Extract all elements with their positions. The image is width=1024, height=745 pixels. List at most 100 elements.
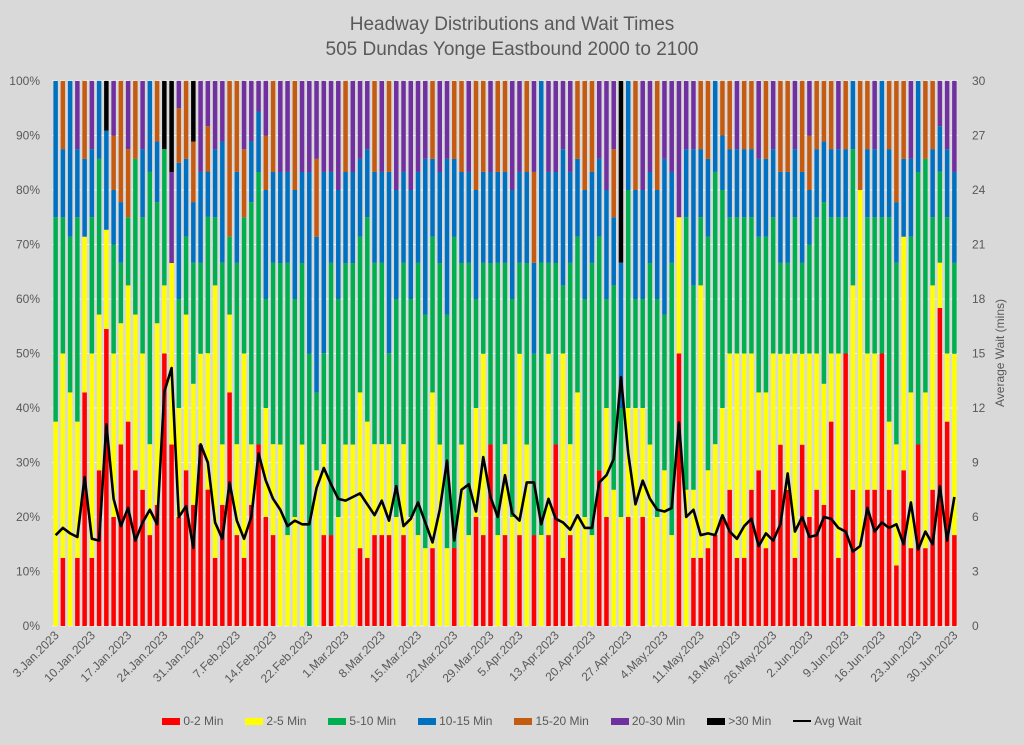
y-right-tick-label: 27 bbox=[972, 129, 986, 143]
bar-segment-15-20-min bbox=[459, 81, 464, 173]
bar-segment-10-15-min bbox=[683, 149, 689, 218]
bar-segment-0-2-min bbox=[749, 489, 754, 626]
bar-segment-20-30-min bbox=[691, 81, 696, 150]
bar-segment-0-2-min bbox=[923, 548, 928, 626]
bar-segment-5-10-min bbox=[495, 262, 500, 536]
bar-segment-20-30-min bbox=[241, 81, 247, 150]
bar-segment-5-10-min bbox=[357, 236, 363, 393]
bar-segment-10-15-min bbox=[299, 172, 305, 264]
bar-segment-10-15-min bbox=[517, 171, 522, 263]
bar-segment-10-15-min bbox=[372, 171, 377, 263]
bar-segment-0-2-min bbox=[379, 535, 385, 626]
bar-segment-2-5-min bbox=[415, 535, 421, 626]
bar-segment-2-5-min bbox=[278, 444, 283, 626]
bar-segment-0-2-min bbox=[640, 517, 645, 626]
bar-segment-5-10-min bbox=[386, 353, 392, 445]
y-left-tick-label: 90% bbox=[16, 129, 40, 143]
bar-segment-15-20-min bbox=[886, 81, 892, 150]
bar-segment-15-20-min bbox=[241, 149, 247, 218]
bar-segment-2-5-min bbox=[770, 353, 776, 490]
bar-segment-5-10-min bbox=[147, 171, 153, 445]
bar-segment-10-15-min bbox=[466, 171, 472, 263]
bar-segment-10-15-min bbox=[386, 171, 392, 354]
bar-segment-10-15-min bbox=[821, 141, 827, 203]
bar-segment-0-2-min bbox=[96, 470, 102, 626]
bar-segment-15-20-min bbox=[270, 81, 276, 172]
bar-segment-10-15-min bbox=[415, 171, 421, 263]
bar-segment-2-5-min bbox=[828, 353, 834, 422]
bar-segment-20-30-min bbox=[285, 81, 290, 172]
bar-segment-0-2-min bbox=[734, 557, 740, 626]
legend-label: 0-2 Min bbox=[183, 714, 224, 728]
bar-segment-2-5-min bbox=[741, 353, 747, 558]
bar-segment-20-30-min bbox=[401, 81, 406, 172]
bar-segment-2-5-min bbox=[234, 444, 240, 536]
bar-segment-20-30-min bbox=[278, 81, 283, 173]
bar-segment-15-20-min bbox=[865, 81, 870, 150]
bar-segment-10-15-min bbox=[944, 149, 950, 218]
bar-segment-5-10-min bbox=[944, 217, 950, 354]
bar-segment-0-2-min bbox=[879, 353, 885, 626]
bar-segment-5-10-min bbox=[321, 353, 327, 445]
bar-segment-2-5-min bbox=[582, 517, 587, 626]
bar-segment-10-15-min bbox=[734, 149, 740, 218]
bar-segment-10-15-min bbox=[531, 262, 537, 354]
bar-segment-2-5-min bbox=[75, 421, 80, 558]
bar-segment-2-5-min bbox=[923, 392, 928, 549]
bar-segment-15-20-min bbox=[524, 81, 529, 173]
bar-segment-5-10-min bbox=[423, 314, 428, 549]
bar-segment-2-5-min bbox=[96, 314, 102, 471]
bar-segment-5-10-min bbox=[778, 262, 783, 354]
legend-swatch bbox=[245, 717, 264, 725]
bar-segment-2-5-min bbox=[683, 489, 689, 626]
bar-segment-10-15-min bbox=[872, 149, 877, 218]
bar-segment-15-20-min bbox=[60, 81, 66, 150]
bar-segment-20-30-min bbox=[212, 81, 218, 150]
bar-segment-10-15-min bbox=[843, 149, 848, 218]
bar-segment-20-30-min bbox=[444, 81, 450, 159]
bar-segment-5-10-min bbox=[249, 202, 254, 445]
bar-segment-2-5-min bbox=[937, 262, 943, 308]
bar-segment-5-10-min bbox=[546, 262, 551, 354]
chart-title-line-2: 505 Dundas Yonge Eastbound 2000 to 2100 bbox=[325, 39, 699, 60]
bar-segment-5-10-min bbox=[683, 217, 689, 490]
bar-segment-5-10-min bbox=[212, 217, 218, 286]
y-right-tick-label: 18 bbox=[972, 292, 986, 306]
bar-segment-5-10-min bbox=[176, 299, 182, 408]
bar-segment-0-2-min bbox=[60, 557, 66, 626]
bar-segment-20-30-min bbox=[415, 81, 421, 172]
bar-segment-5-10-min bbox=[350, 263, 356, 445]
bar-segment-15-20-min bbox=[727, 81, 732, 150]
bar-segment-10-15-min bbox=[814, 149, 819, 218]
bar-segment-15-20-min bbox=[807, 135, 812, 190]
bar-segment-10-15-min bbox=[60, 149, 66, 218]
bar-segment-0-2-min bbox=[357, 548, 363, 626]
bar-segment-0-2-min bbox=[894, 565, 899, 626]
bar-segment-10-15-min bbox=[147, 81, 153, 172]
bar-segment-5-10-min bbox=[488, 263, 493, 445]
bar-segment-10-15-min bbox=[604, 190, 609, 299]
bar-segment-0-2-min bbox=[763, 548, 769, 626]
bar-segment-2-5-min bbox=[785, 353, 790, 490]
bar-segment-10-15-min bbox=[285, 171, 290, 263]
bar-segment-5-10-min bbox=[560, 285, 566, 354]
bar-segment-5-10-min bbox=[669, 262, 674, 536]
bar-segment-20-30-min bbox=[220, 81, 225, 142]
y-right-tick-label: 12 bbox=[972, 401, 986, 415]
bar-segment-20-30-min bbox=[350, 81, 356, 173]
stacked-bars bbox=[53, 81, 957, 626]
bar-segment-5-10-min bbox=[379, 262, 385, 445]
bar-segment-10-15-min bbox=[510, 190, 515, 299]
bar-segment-5-10-min bbox=[67, 236, 73, 393]
bar-segment-2-5-min bbox=[749, 353, 754, 490]
bar-segment-5-10-min bbox=[575, 236, 580, 393]
bar-segment-2-5-min bbox=[865, 353, 870, 490]
bar-segment-0-2-min bbox=[365, 557, 370, 626]
bar-segment-0-2-min bbox=[705, 548, 711, 626]
bar-segment-15-20-min bbox=[502, 81, 508, 172]
bar-segment-5-10-min bbox=[140, 217, 145, 354]
bar-segment-10-15-min bbox=[698, 149, 703, 218]
y-right-tick-label: 6 bbox=[972, 510, 979, 524]
bar-segment-10-15-min bbox=[640, 190, 645, 299]
bar-segment-10-15-min bbox=[459, 172, 464, 264]
